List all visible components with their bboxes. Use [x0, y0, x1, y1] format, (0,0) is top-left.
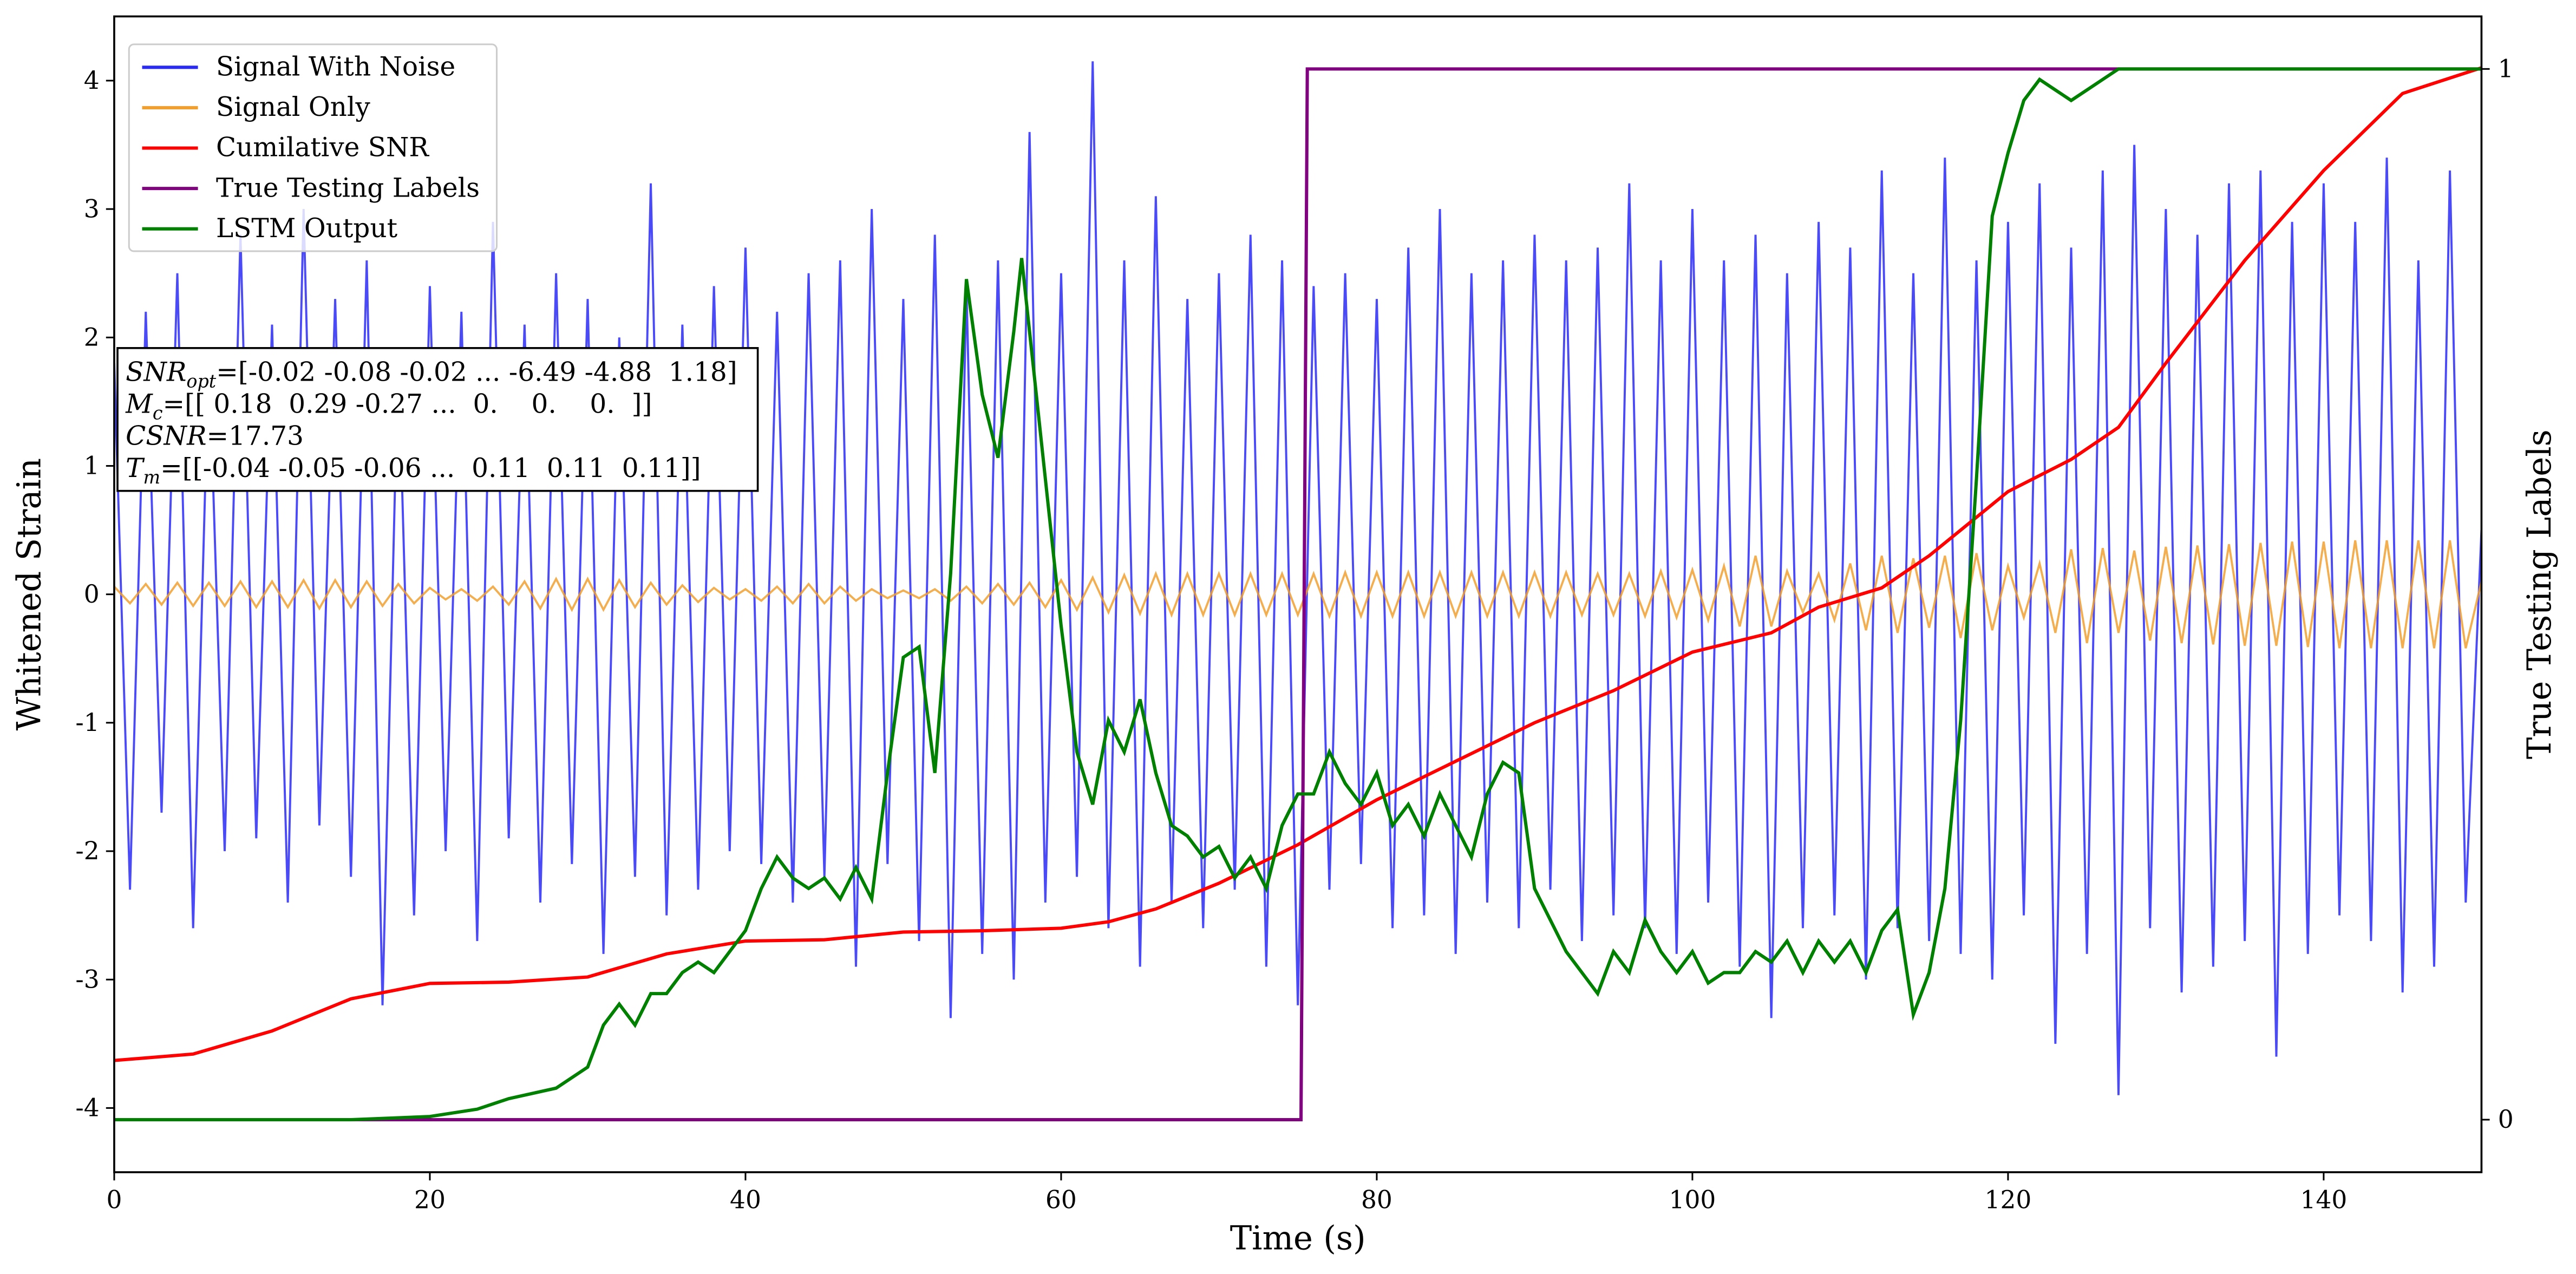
y-tick-label: 0: [84, 580, 100, 609]
x-tick-label: 80: [1361, 1186, 1392, 1214]
x-tick-label: 140: [2300, 1186, 2348, 1214]
annotation: SNRopt=[-0.02 -0.08 -0.02 ... -6.49 -4.8…: [126, 357, 737, 391]
annotation-text: =[-0.02 -0.08 -0.02 ... -6.49 -4.88 1.18…: [216, 357, 737, 387]
legend-label: LSTM Output: [216, 213, 398, 244]
annotation-subscript: c: [153, 403, 163, 424]
x-tick-label: 120: [1985, 1186, 2032, 1214]
annotation-symbol: CSNR: [126, 421, 206, 452]
annotation-subscript: m: [143, 467, 161, 488]
annotation-text: =[[ 0.18 0.29 -0.27 ... 0. 0. 0. ]]: [163, 389, 652, 420]
y2-axis-label: True Testing Labels: [2521, 429, 2559, 759]
plot-area: [114, 61, 2482, 1122]
annotation-symbol: SNR: [126, 357, 186, 387]
y-tick-label: 1: [84, 452, 100, 480]
y2-tick-label: 0: [2498, 1105, 2514, 1134]
series-line: [114, 67, 2482, 1122]
y-tick-label: 2: [84, 323, 100, 351]
y2-tick-label: 1: [2498, 55, 2514, 83]
annotation-box: [116, 347, 759, 492]
x-tick-label: 60: [1045, 1186, 1077, 1214]
legend-label: Signal Only: [216, 92, 370, 122]
annotation-symbol: M: [125, 389, 153, 420]
legend-label: Cumilative SNR: [216, 133, 429, 163]
x-tick-label: 20: [414, 1186, 446, 1214]
annotation: CSNR=17.73: [126, 421, 304, 452]
annotation-text: =[[-0.04 -0.05 -0.06 ... 0.11 0.11 0.11]…: [160, 453, 701, 484]
y-axis-label: Whitened Strain: [11, 458, 49, 730]
x-tick-label: 0: [106, 1186, 122, 1214]
annotation-symbol: T: [126, 453, 145, 484]
y-tick-label: -3: [75, 965, 99, 994]
annotation-subscript: opt: [186, 371, 216, 392]
y-tick-label: 4: [84, 66, 100, 95]
annotation: Mc=[[ 0.18 0.29 -0.27 ... 0. 0. 0. ]]: [125, 389, 652, 424]
legend-box: [128, 43, 498, 252]
x-tick-label: 100: [1669, 1186, 1716, 1214]
x-tick-label: 40: [730, 1186, 761, 1214]
series-line: [114, 66, 2482, 1062]
y-tick-label: -4: [75, 1094, 99, 1122]
legend-label: Signal With Noise: [216, 51, 455, 82]
series-line: [114, 67, 2482, 1122]
y-tick-label: -2: [75, 837, 99, 865]
series-line: [114, 540, 2482, 649]
annotation: Tm=[[-0.04 -0.05 -0.06 ... 0.11 0.11 0.1…: [126, 453, 701, 488]
series-line: [114, 61, 2482, 1095]
annotation-text: =17.73: [206, 421, 303, 452]
y-tick-label: -1: [75, 708, 99, 737]
legend-label: True Testing Labels: [216, 173, 480, 203]
y-tick-label: 3: [84, 194, 100, 223]
x-axis-label: Time (s): [1230, 1220, 1366, 1258]
